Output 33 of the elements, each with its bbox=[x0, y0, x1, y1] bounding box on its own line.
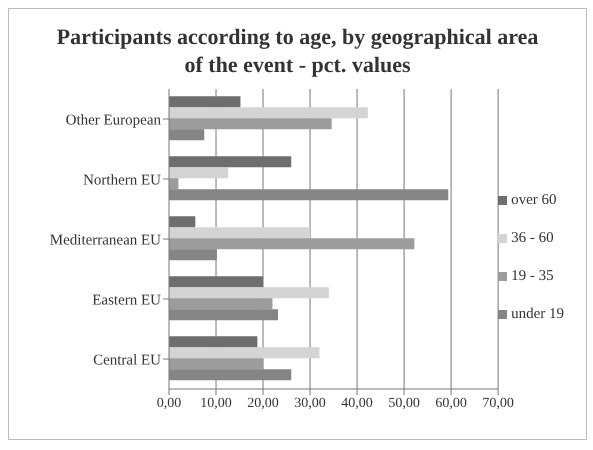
x-tick-label: 0,00 bbox=[156, 396, 182, 411]
legend-label: 36 - 60 bbox=[511, 230, 554, 246]
bar bbox=[169, 249, 217, 260]
chart-title: Participants according to age, by geographical area of the event - pct. values bbox=[56, 23, 540, 79]
legend-label: 19 - 35 bbox=[511, 268, 554, 284]
bar bbox=[169, 129, 204, 140]
bar bbox=[169, 178, 178, 190]
x-tick-label: 60,00 bbox=[435, 396, 467, 411]
bar bbox=[169, 369, 292, 380]
y-tick-label: Other European bbox=[66, 112, 162, 128]
x-tick-label: 10,00 bbox=[200, 396, 232, 411]
bar bbox=[169, 227, 310, 238]
x-tick-label: 30,00 bbox=[294, 396, 326, 411]
bar bbox=[169, 118, 332, 130]
x-tick-label: 70,00 bbox=[482, 396, 514, 411]
bar bbox=[169, 107, 368, 118]
x-tick-label: 50,00 bbox=[388, 396, 420, 411]
bar bbox=[169, 309, 278, 320]
y-tick-label: Central EU bbox=[93, 352, 162, 368]
x-tick-label: 20,00 bbox=[247, 396, 279, 411]
bar bbox=[169, 167, 228, 178]
x-tick-label: 40,00 bbox=[341, 396, 373, 411]
y-tick-label: Eastern EU bbox=[92, 292, 162, 308]
y-tick-label: Northern EU bbox=[83, 172, 162, 188]
bar bbox=[169, 347, 320, 358]
bar bbox=[169, 358, 264, 370]
bar bbox=[169, 189, 448, 200]
bar bbox=[169, 287, 329, 298]
bar bbox=[169, 298, 272, 310]
legend-label: over 60 bbox=[511, 192, 556, 208]
bar bbox=[169, 238, 414, 250]
y-tick-label: Mediterranean EU bbox=[50, 232, 162, 248]
legend-label: under 19 bbox=[511, 306, 564, 322]
